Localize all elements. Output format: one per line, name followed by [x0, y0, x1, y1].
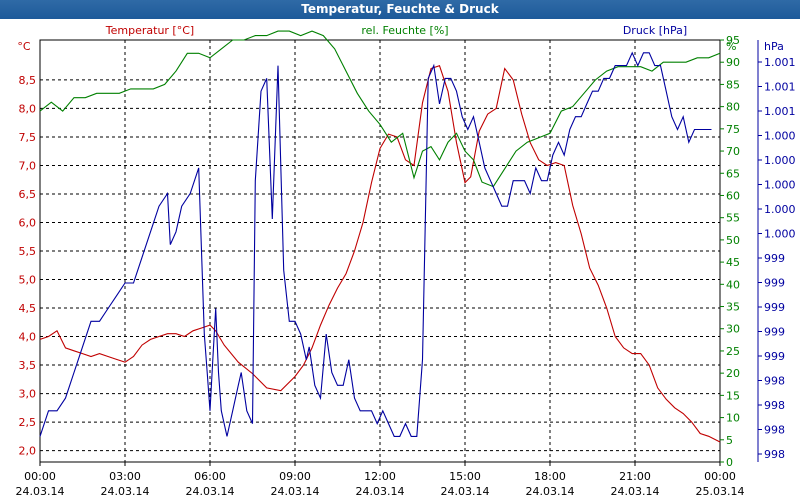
humidity-tick-label: 80: [726, 101, 740, 114]
x-tick-label-time: 18:00: [534, 470, 566, 483]
pressure-tick-label: 999: [764, 252, 785, 265]
pressure-tick-label: 999: [764, 277, 785, 290]
pressure-tick-label: 1.000: [764, 179, 796, 192]
x-tick-label-date: 25.03.14: [696, 485, 745, 498]
pressure-tick-label: 998: [764, 448, 785, 461]
humidity-tick-label: 30: [726, 323, 740, 336]
temperature-tick-label: 8,0: [19, 102, 37, 115]
humidity-tick-label: 90: [726, 56, 740, 69]
humidity-tick-label: 75: [726, 123, 740, 136]
pressure-tick-label: 998: [764, 375, 785, 388]
humidity-tick-label: 35: [726, 301, 740, 314]
x-tick-label-time: 15:00: [449, 470, 481, 483]
pressure-tick-label: 1.000: [764, 203, 796, 216]
window-title: Temperatur, Feuchte & Druck: [0, 0, 800, 19]
temperature-unit: °C: [17, 40, 31, 53]
x-tick-label-time: 21:00: [619, 470, 651, 483]
pressure-tick-label: 999: [764, 301, 785, 314]
x-tick-label-time: 06:00: [194, 470, 226, 483]
pressure-series-line: [39, 51, 712, 437]
x-tick-label-date: 24.03.14: [526, 485, 575, 498]
x-tick-label-date: 24.03.14: [186, 485, 235, 498]
pressure-tick-label: 999: [764, 350, 785, 363]
chart-canvas: 00:00 24.03.14 03:00 24.03.14 06:00 24.03.14 0…: [16, 24, 796, 498]
humidity-tick-label: 15: [726, 389, 740, 402]
humidity-unit: %: [726, 40, 736, 53]
temperature-tick-label: 4,5: [19, 302, 37, 315]
temperature-tick-label: 5,5: [19, 245, 37, 258]
pressure-tick-label: 999: [764, 326, 785, 339]
x-tick-label-time: 09:00: [279, 470, 311, 483]
pressure-tick-label: 1.001: [764, 81, 796, 94]
temperature-series-label: Temperatur [°C]: [105, 24, 194, 37]
pressure-tick-label: 1.000: [764, 154, 796, 167]
humidity-tick-label: 10: [726, 412, 740, 425]
temperature-tick-label: 3,0: [19, 388, 37, 401]
temperature-tick-label: 8,5: [19, 74, 37, 87]
humidity-tick-label: 0: [726, 456, 733, 469]
pressure-tick-label: 1.001: [764, 56, 796, 69]
temperature-tick-label: 3,5: [19, 359, 37, 372]
pressure-unit: hPa: [764, 40, 784, 53]
humidity-tick-label: 65: [726, 167, 740, 180]
x-tick-label-date: 24.03.14: [271, 485, 320, 498]
humidity-tick-label: 95: [726, 34, 740, 47]
temperature-series-line: [39, 65, 721, 443]
humidity-tick-label: 5: [726, 434, 733, 447]
temperature-tick-label: 6,5: [19, 188, 37, 201]
humidity-tick-label: 70: [726, 145, 740, 158]
x-tick-label-time: 12:00: [364, 470, 396, 483]
x-tick-label-date: 24.03.14: [101, 485, 150, 498]
temperature-tick-label: 2,0: [19, 445, 37, 458]
pressure-tick-label: 1.000: [764, 130, 796, 143]
x-tick-label-date: 24.03.14: [611, 485, 660, 498]
temperature-tick-label: 4,0: [19, 331, 37, 344]
humidity-series-line: [39, 30, 721, 188]
temperature-tick-label: 7,0: [19, 159, 37, 172]
humidity-tick-label: 25: [726, 345, 740, 358]
temperature-tick-label: 7,5: [19, 131, 37, 144]
x-tick-label-time: 03:00: [109, 470, 141, 483]
pressure-tick-label: 998: [764, 424, 785, 437]
x-tick-label-time: 00:00: [704, 470, 736, 483]
temperature-tick-label: 2,5: [19, 416, 37, 429]
humidity-tick-label: 60: [726, 189, 740, 202]
x-tick-label-date: 24.03.14: [356, 485, 405, 498]
pressure-tick-label: 1.001: [764, 105, 796, 118]
humidity-tick-label: 50: [726, 234, 740, 247]
x-tick-label-date: 24.03.14: [441, 485, 490, 498]
x-tick-label-time: 00:00: [24, 470, 56, 483]
humidity-tick-label: 55: [726, 212, 740, 225]
x-tick-label-date: 24.03.14: [16, 485, 65, 498]
pressure-tick-label: 998: [764, 399, 785, 412]
humidity-series-label: rel. Feuchte [%]: [361, 24, 448, 37]
humidity-tick-label: 20: [726, 367, 740, 380]
pressure-tick-label: 1.000: [764, 228, 796, 241]
humidity-tick-label: 45: [726, 256, 740, 269]
temperature-tick-label: 6,0: [19, 216, 37, 229]
pressure-series-label: Druck [hPa]: [623, 24, 687, 37]
humidity-tick-label: 85: [726, 78, 740, 91]
temperature-tick-label: 5,0: [19, 274, 37, 287]
humidity-tick-label: 40: [726, 278, 740, 291]
